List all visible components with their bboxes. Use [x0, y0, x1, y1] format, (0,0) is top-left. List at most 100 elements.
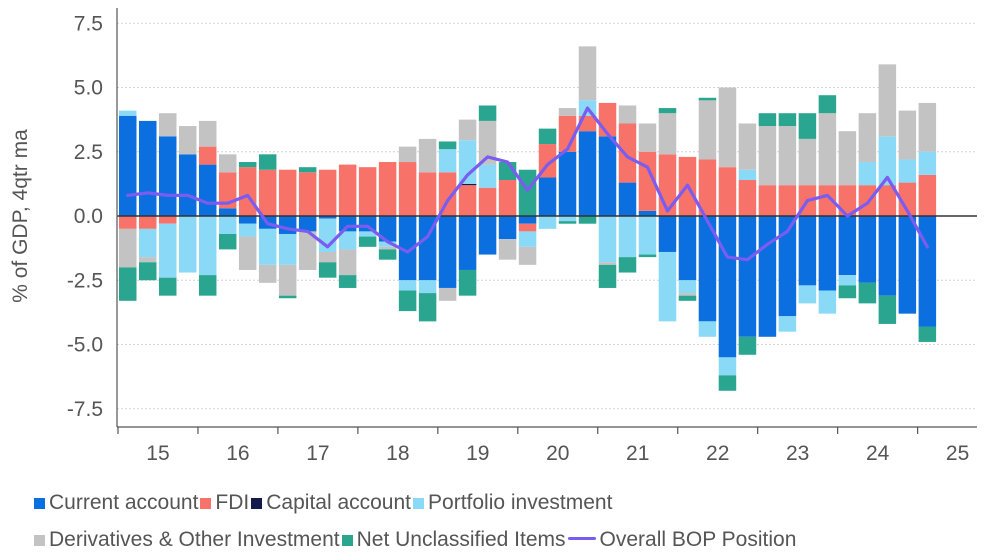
- bar-segment: [398, 216, 417, 281]
- x-tick-label: 18: [386, 442, 409, 465]
- legend-swatch: [251, 498, 263, 509]
- legend-item: Capital account: [251, 484, 411, 521]
- bar-segment: [638, 254, 657, 258]
- bar-segment: [478, 216, 497, 255]
- bar-segment: [618, 257, 637, 273]
- bar-segment: [598, 216, 617, 263]
- bar-segment: [158, 136, 177, 216]
- bar-segment: [298, 172, 317, 216]
- bar-segment: [198, 146, 217, 165]
- bar-segment: [458, 269, 477, 296]
- x-tick-label: 25: [946, 442, 969, 465]
- bar-segment: [198, 164, 217, 216]
- bar-segment: [718, 375, 737, 391]
- bar-segment: [658, 154, 677, 216]
- bar-segment: [338, 216, 357, 232]
- bar-segment: [818, 113, 837, 186]
- bar-segment: [138, 262, 157, 281]
- bar-segment: [498, 216, 517, 240]
- bar-segment: [818, 95, 837, 114]
- bar-segment: [119, 267, 137, 301]
- bar-segment: [298, 167, 317, 173]
- bar-segment: [858, 113, 877, 163]
- bar-segment: [119, 228, 137, 268]
- chart-canvas: 7.5 5.0 2.5 0.0 -2.5 -5.0 -7.5 15 16 17 18 19 20 21 22…: [9, 8, 977, 465]
- bar-segment: [238, 223, 257, 237]
- bar-segment: [278, 233, 297, 265]
- bar-segment: [438, 216, 457, 288]
- bar-segment: [558, 151, 577, 216]
- bar-segment: [878, 136, 897, 186]
- bar-segment: [558, 216, 577, 222]
- bar-segment: [158, 277, 177, 296]
- legend-line-swatch: [567, 537, 596, 540]
- legend-item: Portfolio investment: [413, 484, 612, 521]
- bar-segment: [458, 119, 477, 141]
- bar-segment: [658, 251, 677, 322]
- bar-segment: [918, 326, 937, 342]
- x-tick-label: 20: [546, 442, 569, 465]
- bar-segment: [518, 216, 537, 224]
- axes: 7.5 5.0 2.5 0.0 -2.5 -5.0 -7.5 15 16 17 18 19 20 21 22…: [67, 8, 977, 465]
- bar-segment: [778, 216, 797, 317]
- bar-segment: [598, 262, 617, 265]
- bar-segment: [598, 264, 617, 288]
- bar-segment: [918, 174, 937, 216]
- bar-segment: [138, 257, 157, 263]
- bar-segment: [758, 185, 777, 216]
- bar-segment: [658, 108, 677, 114]
- bar-segment: [518, 169, 537, 216]
- legend-item: FDI: [200, 484, 249, 521]
- bar-segment: [398, 162, 417, 216]
- legend-label: Portfolio investment: [428, 491, 613, 514]
- bar-segment: [838, 285, 857, 299]
- bar-segment: [678, 216, 697, 281]
- bop-line-layer: [126, 106, 929, 262]
- bar-segment: [158, 223, 177, 278]
- bar-segment: [778, 185, 797, 216]
- legend: Current account FDI Capital account Portfol…: [34, 484, 984, 558]
- bar-segment: [798, 138, 817, 186]
- y-tick-label: -2.5: [67, 269, 103, 292]
- bar-segment: [918, 216, 937, 327]
- bar-segment: [618, 105, 637, 124]
- bar-segment: [858, 185, 877, 216]
- legend-label: Capital account: [266, 491, 412, 514]
- bar-segment: [398, 146, 417, 163]
- bar-segment: [778, 113, 797, 127]
- bar-segment: [698, 97, 717, 101]
- bar-segment: [898, 110, 917, 160]
- bar-segment: [718, 167, 737, 216]
- bar-segment: [758, 113, 777, 127]
- bar-segment: [518, 246, 537, 265]
- bar-segment: [418, 216, 437, 281]
- bar-segment: [338, 164, 357, 216]
- bar-segment: [119, 110, 137, 116]
- bar-segment: [918, 102, 937, 152]
- bar-segment: [198, 120, 217, 147]
- bar-segment: [218, 216, 237, 234]
- y-tick-label: 0.0: [74, 205, 103, 228]
- bar-segment: [218, 154, 237, 173]
- bar-segment: [119, 115, 137, 216]
- bar-segment: [418, 280, 437, 294]
- bar-segment: [258, 264, 277, 283]
- bar-segment: [838, 275, 857, 286]
- bar-segment: [798, 113, 817, 139]
- legend-swatch: [34, 535, 45, 546]
- bar-segment: [758, 126, 777, 186]
- legend-swatch: [200, 498, 212, 509]
- legend-swatch: [413, 498, 425, 509]
- bar-segment: [458, 216, 477, 270]
- bar-segment: [718, 87, 737, 168]
- bar-segment: [798, 216, 817, 286]
- bar-segment: [838, 185, 857, 216]
- x-tick-label: 15: [146, 442, 169, 465]
- bar-segment: [238, 167, 257, 216]
- bar-segment: [838, 216, 857, 276]
- bar-segment: [238, 236, 257, 270]
- legend-item: Derivatives & Other Investment: [34, 521, 340, 558]
- bar-segment: [258, 169, 277, 216]
- bar-segment: [858, 162, 877, 186]
